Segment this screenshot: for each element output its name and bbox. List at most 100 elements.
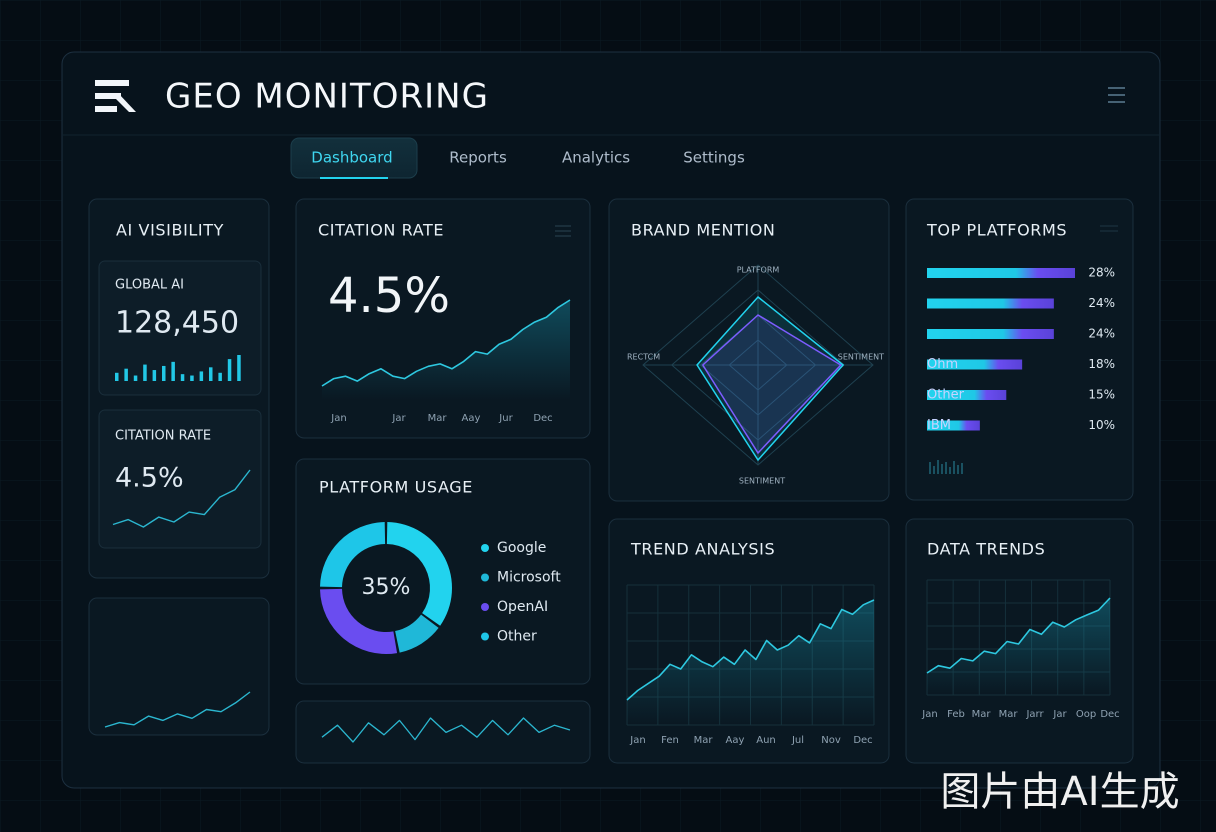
bar-label: Ohm	[927, 357, 958, 372]
bar	[199, 371, 204, 381]
legend-dot	[481, 603, 489, 611]
radar-axis-label: PLATFORM	[737, 266, 780, 275]
radar-series	[701, 314, 842, 455]
metric-label: GLOBAL AI	[115, 278, 184, 293]
value-label: 10%	[1088, 418, 1115, 432]
value-label: 28%	[1088, 266, 1115, 280]
bar	[152, 370, 157, 381]
card-title: TOP PLATFORMS	[926, 221, 1067, 240]
bar	[190, 375, 194, 381]
donut-segment	[320, 588, 398, 654]
card	[295, 700, 591, 764]
bar	[227, 359, 232, 381]
legend-label: Microsoft	[497, 570, 561, 586]
donut-segment	[320, 522, 386, 588]
inner-card	[98, 260, 262, 396]
card	[905, 198, 1134, 501]
card	[608, 198, 890, 502]
card-menu[interactable]	[555, 225, 571, 237]
card-title: CITATION RATE	[318, 221, 444, 240]
x-tick-label: Aun	[756, 735, 776, 746]
x-tick-label: Aay	[462, 413, 481, 424]
nav-tab[interactable]: Dashboard	[311, 149, 392, 167]
line-area	[927, 598, 1110, 695]
bar	[162, 365, 166, 381]
x-tick-label: Dec	[533, 413, 552, 424]
bar	[237, 355, 241, 381]
bar	[115, 372, 119, 381]
bar	[927, 359, 1023, 370]
x-tick-label: Mar	[428, 413, 448, 424]
x-tick-label: Jar	[1052, 709, 1067, 720]
legend-label: Google	[497, 540, 546, 556]
x-tick-label: Dec	[853, 735, 872, 746]
bar	[124, 368, 128, 381]
value-label: 18%	[1088, 357, 1115, 371]
card-menu[interactable]	[1100, 225, 1118, 232]
radar-axis-label: RECTCM	[627, 353, 660, 362]
donut-segment	[386, 522, 453, 626]
line	[112, 469, 251, 528]
value-label: 24%	[1088, 296, 1115, 310]
card	[88, 597, 270, 736]
bar-label: IBM	[927, 418, 951, 433]
x-tick-label: Feb	[947, 709, 965, 720]
metric-value: 4.5%	[328, 268, 450, 324]
donut-center-label: 35%	[362, 575, 411, 600]
metric-label: CITATION RATE	[115, 429, 211, 444]
card-title: TREND ANALYSIS	[630, 540, 775, 559]
legend-label: Other	[497, 629, 537, 645]
card-title: PLATFORM USAGE	[319, 478, 473, 497]
card-title: AI VISIBILITY	[116, 221, 224, 240]
nav-tab[interactable]: Settings	[683, 149, 745, 167]
x-tick-label: Jan	[330, 413, 346, 424]
legend-dot	[481, 573, 489, 582]
legend-dot	[481, 632, 489, 641]
watermark: 图片由AI生成	[940, 769, 1179, 815]
nav-tab[interactable]: Reports	[449, 149, 507, 167]
bar	[927, 329, 1054, 339]
card-title: BRAND MENTION	[631, 221, 776, 240]
app-title: GEO MONITORING	[165, 77, 489, 117]
line	[626, 599, 875, 701]
inner-card	[98, 409, 262, 549]
decorative-ticks	[929, 460, 963, 474]
logo	[95, 80, 136, 112]
metric-value: 128,450	[115, 306, 239, 341]
x-tick-label: Jarr	[1025, 709, 1044, 720]
donut-segment	[395, 614, 439, 653]
radar-axis-label: SENTIMENT	[739, 477, 785, 486]
bar	[927, 268, 1075, 278]
bar	[209, 367, 213, 381]
value-label: 24%	[1088, 327, 1115, 341]
bar	[171, 361, 175, 381]
bar	[927, 390, 1007, 400]
legend-label: OpenAI	[497, 599, 548, 615]
nav-tab[interactable]: Analytics	[562, 149, 630, 167]
x-tick-label: Fen	[661, 735, 679, 746]
line	[321, 717, 571, 743]
bar	[218, 372, 222, 381]
line	[104, 691, 251, 728]
x-tick-label: Oop	[1076, 709, 1096, 720]
line-area	[627, 600, 874, 725]
x-tick-label: Jan	[921, 709, 937, 720]
x-tick-label: Jul	[791, 735, 804, 746]
bar	[143, 364, 147, 381]
legend-dot	[481, 544, 489, 552]
bar	[180, 374, 185, 381]
x-tick-label: Jur	[498, 413, 513, 424]
bar-label: Other	[927, 388, 965, 403]
x-tick-label: Jan	[629, 735, 645, 746]
x-tick-label: Aay	[726, 735, 745, 746]
x-tick-label: Mar	[972, 709, 992, 720]
menu-button[interactable]	[1108, 87, 1125, 103]
metric-value: 4.5%	[115, 463, 184, 494]
line-area	[322, 300, 570, 400]
x-tick-label: Jar	[391, 413, 406, 424]
x-tick-label: Mar	[694, 735, 714, 746]
bar	[927, 420, 980, 431]
value-label: 15%	[1088, 388, 1115, 402]
bar	[133, 375, 138, 381]
